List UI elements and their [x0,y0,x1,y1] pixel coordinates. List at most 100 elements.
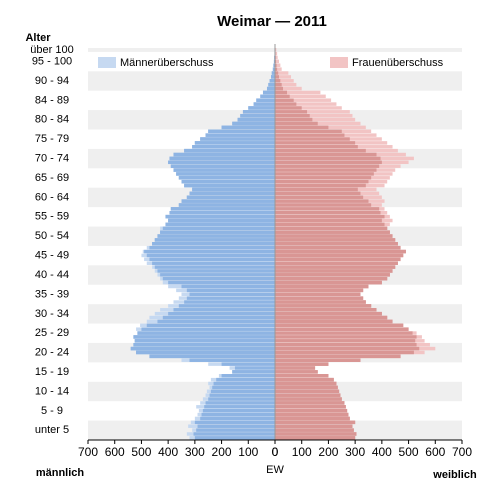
female-bar-base [275,230,390,234]
female-bar [275,86,302,91]
female-bar-base [275,296,364,300]
female-bar-base [275,71,279,75]
y-tick-label: 95 - 100 [32,55,72,67]
female-bar-base [275,98,294,102]
female-bar-base [275,245,401,250]
male-bar-base [204,405,275,409]
female-bar-base [275,152,377,157]
female-bar-base [275,401,345,405]
male-bar-base [193,432,275,436]
female-bar-base [275,405,346,409]
female-bar-base [275,110,308,114]
y-tick-label: 35 - 39 [35,288,69,300]
male-bar-base [165,222,275,227]
y-tick-label: 55 - 59 [35,211,69,223]
male-bar-base [194,420,275,425]
female-bar-base [275,436,356,440]
male-bar-base [216,377,275,382]
male-bar-base [232,121,275,126]
male-bar-base [273,63,275,68]
male-bar-base [165,214,275,219]
male-bar-base [189,191,275,196]
male-bar-base [221,125,275,130]
y-tick-label: 5 - 9 [41,405,63,417]
female-bar-base [275,117,313,122]
female-bar [275,48,277,52]
y-tick-label: über 100 [30,44,73,56]
male-bar-base [178,176,275,180]
female-bar-base [275,269,393,273]
male-bar-base [170,164,275,168]
male-bar-base [202,408,275,413]
male-bar-base [208,397,275,401]
x-tick-label: 200 [212,445,232,459]
male-bar-base [168,311,275,316]
female-bar-base [275,129,342,133]
female-bar-base [275,141,356,145]
female-bar [275,117,356,122]
female-bar-base [275,358,361,362]
male-bar-base [157,234,275,238]
male-bar-base [256,98,275,102]
female-bar [275,82,297,87]
male-bar-base [160,273,275,277]
female-bar-base [275,412,349,417]
y-tick-label: 30 - 34 [35,308,69,320]
male-bar-base [189,292,275,296]
male-bar-base [270,75,275,79]
male-bar-base [130,346,275,351]
male-bar-base [144,249,275,254]
male-bar-base [162,276,275,281]
y-tick-label: 84 - 89 [35,94,69,106]
female-bar-base [275,288,364,293]
x-axis-label: EW [266,464,284,476]
x-tick-label: 0 [272,445,279,459]
female-bar-base [275,428,354,432]
y-tick-label: 90 - 94 [35,75,69,87]
female-bar-base [275,424,353,428]
female-bar-base [275,381,337,386]
male-bar-base [272,67,275,71]
male-bar-base [157,269,275,273]
male-bar-base [268,82,275,87]
male-bar-base [253,102,275,106]
male-bar-base [149,245,275,250]
male-bar-base [186,288,275,293]
female-bar-base [275,276,388,281]
x-tick-label: 600 [425,445,445,459]
male-bar-base [181,199,275,203]
female-bar-base [275,238,396,242]
male-bar-base [173,152,275,157]
female-bar-base [275,176,372,180]
female-bar-base [275,261,398,265]
female-bar-base [275,362,329,366]
female-bar [275,90,321,95]
female-bar-base [275,137,350,141]
female-bar-base [275,179,369,184]
male-bar-base [181,284,275,289]
female-bar-base [275,366,316,370]
male-bar-base [240,113,275,118]
female-bar-base [275,370,318,374]
male-bar-base [262,90,275,95]
female-bar [275,113,353,118]
male-bar-base [184,183,275,188]
male-bar-base [184,148,275,153]
female-bar-base [275,172,374,176]
male-bar-base [266,86,275,91]
female-bar-base [275,82,282,87]
male-bar-base [269,79,275,83]
male-bar-base [162,226,275,231]
male-bar-base [184,300,275,304]
male-bar-base [192,187,275,192]
x-tick-label: 0 [272,445,279,459]
female-bar-base [275,199,369,203]
male-bar-base [169,156,275,161]
female-bar-base [275,222,385,227]
male-bar-base [157,319,275,324]
legend-swatch [330,57,348,68]
legend-swatch [98,57,116,68]
female-bar-base [275,335,417,339]
male-bar-base [186,296,275,300]
male-bar-base [189,358,275,362]
